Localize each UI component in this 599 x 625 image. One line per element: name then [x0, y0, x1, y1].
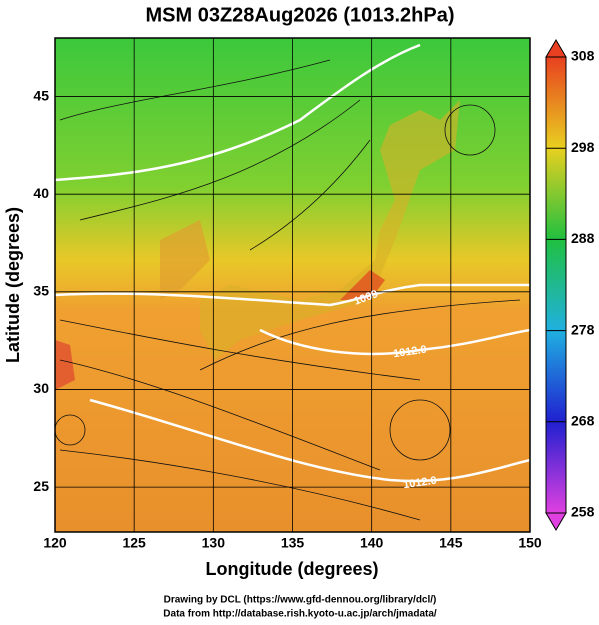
- isobar: [89, 398, 530, 483]
- x-tick-label: 135: [281, 535, 305, 551]
- y-tick-label: 35: [33, 283, 49, 299]
- colorbar-tick-label: 298: [571, 139, 595, 155]
- colorbar: [545, 56, 567, 514]
- credit: Data from http://database.rish.kyoto-u.a…: [163, 609, 437, 620]
- streamline: [199, 299, 521, 371]
- x-tick-label: 125: [122, 535, 146, 551]
- colorbar-tick-label: 278: [571, 321, 595, 337]
- contour-label: 1012.0: [392, 344, 427, 361]
- x-axis-label: Longitude (degrees): [205, 559, 378, 579]
- land-patch: [340, 270, 385, 300]
- y-tick-label: 25: [33, 478, 49, 494]
- isobar: [55, 283, 530, 307]
- streamline: [444, 104, 496, 156]
- x-tick-label: 130: [202, 535, 226, 551]
- colorbar-max-arrow: [545, 39, 567, 58]
- contour-label: 1012.0: [402, 475, 437, 492]
- credit: Drawing by DCL (https://www.gfd-dennou.o…: [164, 595, 437, 606]
- streamline: [59, 449, 421, 521]
- colorbar-min-arrow: [545, 512, 567, 531]
- land-patch: [160, 220, 210, 300]
- isobar: [259, 328, 530, 356]
- x-tick-label: 150: [518, 535, 542, 551]
- colorbar-tick-label: 308: [571, 48, 595, 64]
- streamline: [55, 414, 86, 446]
- streamline: [59, 359, 381, 471]
- y-tick-label: 45: [33, 87, 49, 103]
- x-tick-label: 120: [43, 535, 67, 551]
- streamline: [59, 319, 421, 381]
- y-tick-label: 40: [33, 185, 49, 201]
- x-tick-label: 140: [360, 535, 384, 551]
- streamline: [79, 99, 361, 221]
- isobars: [55, 43, 530, 483]
- streamlines: [55, 59, 521, 521]
- land-patch: [55, 340, 75, 390]
- colorbar-tick-label: 258: [571, 504, 595, 520]
- colorbar-tick-label: 288: [571, 230, 595, 246]
- streamline: [59, 59, 331, 121]
- colorbar-tick-label: 268: [571, 413, 595, 429]
- map-title: MSM 03Z28Aug2026 (1013.2hPa): [145, 4, 454, 26]
- isobar: [55, 43, 421, 182]
- y-tick-label: 30: [33, 380, 49, 396]
- streamline: [389, 399, 451, 461]
- y-axis-label: Latitude (degrees): [3, 207, 23, 363]
- land-patch: [200, 100, 460, 360]
- x-tick-label: 145: [439, 535, 463, 551]
- streamline: [249, 139, 371, 251]
